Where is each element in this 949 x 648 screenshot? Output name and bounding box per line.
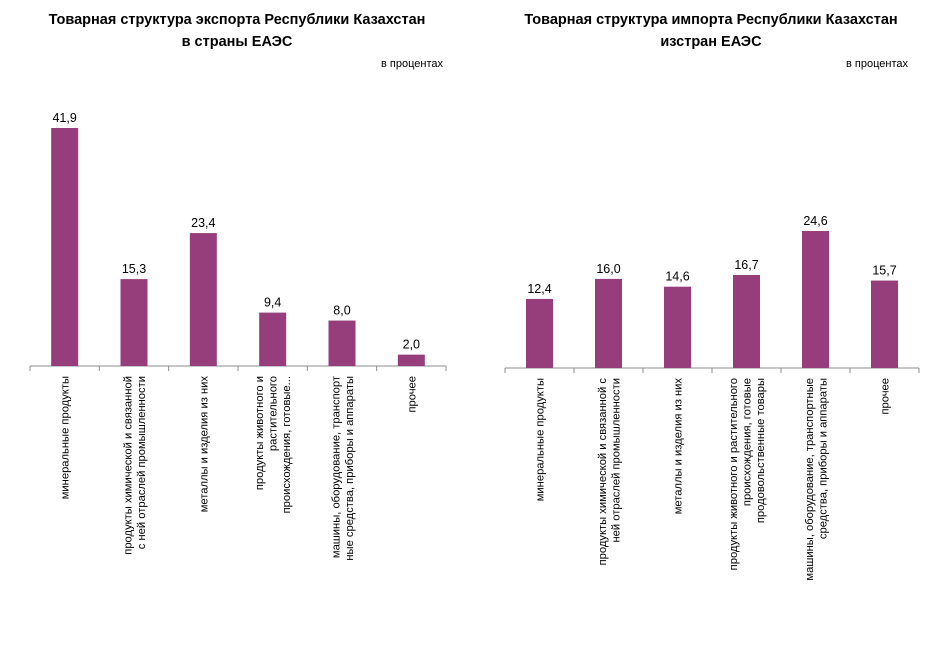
bar-value-label: 15,3 <box>122 262 146 276</box>
bar <box>664 286 691 368</box>
chart-title-line-2: изстран ЕАЭС <box>660 34 762 50</box>
chart-title-line-1: Товарная структура экспорта Республики К… <box>48 12 426 28</box>
chart-title: Товарная структура импорта Республики Ка… <box>474 9 948 53</box>
bar <box>328 320 356 366</box>
category-label-line: продукты химической и связанной <box>122 376 134 555</box>
bar-value-label: 24,6 <box>803 214 827 228</box>
bar-value-label: 8,0 <box>333 304 350 318</box>
bar <box>51 128 79 366</box>
export-chart-panel: Товарная структура экспорта Республики К… <box>0 0 474 648</box>
bar <box>733 274 760 368</box>
bar <box>397 354 425 366</box>
bar <box>871 280 898 368</box>
unit-label: в процентах <box>846 58 908 70</box>
bar-value-label: 15,7 <box>872 264 896 278</box>
category-label-line: ные средства, приборы и аппараты <box>344 376 356 561</box>
export-bar-chart: 41,9 минеральные продукты 15,3 продукты хим… <box>29 111 447 561</box>
category-label-line: минеральные продукты <box>60 376 72 499</box>
category-label-line: ней отраслей промышленности <box>610 378 622 543</box>
category-label: прочее <box>880 378 892 415</box>
import-bar-chart: 12,4 минеральные продукты 16,0 продукты хим… <box>504 214 920 581</box>
category-label-line: металлы и изделия из них <box>673 378 685 515</box>
bar <box>189 233 217 366</box>
unit-label: в процентах <box>381 58 443 70</box>
category-label-line: машины, оборудование, транспорт <box>330 376 342 558</box>
bar <box>526 298 553 368</box>
chart-title: Товарная структура экспорта Республики К… <box>0 9 474 53</box>
bar-value-label: 16,7 <box>734 258 758 272</box>
category-label-line: средства, приборы и аппараты <box>817 378 829 539</box>
bar <box>802 231 829 368</box>
bar <box>595 278 622 368</box>
category-label-line: прочее <box>406 376 418 413</box>
bar-value-label: 2,0 <box>403 338 420 352</box>
category-label: металлы и изделия из них <box>673 378 685 515</box>
category-label: продукты животного и растительного происх… <box>728 378 767 570</box>
bar-value-label: 12,4 <box>527 282 551 296</box>
import-chart-panel: Товарная структура импорта Республики Ка… <box>474 0 948 648</box>
category-label: металлы и изделия из них <box>198 376 210 513</box>
chart-title-line-2: в страны ЕАЭС <box>181 34 293 50</box>
category-label: минеральные продукты <box>60 376 72 499</box>
chart-title-line-1: Товарная структура импорта Республики Ка… <box>524 12 898 28</box>
category-label: продукты химической и связанной с ней отр… <box>122 376 148 555</box>
category-label: продукты животного и растительного происхо… <box>254 376 293 513</box>
category-label: продукты химической и связанной с ней отр… <box>597 378 623 566</box>
category-label: машины, оборудование, транспортные средст… <box>804 378 830 581</box>
category-label: прочее <box>406 376 418 413</box>
category-label-line: растительного <box>268 376 280 451</box>
bar-value-label: 23,4 <box>191 216 215 230</box>
category-label-line: продукты животного и растительного <box>728 378 740 570</box>
category-label: минеральные продукты <box>535 378 547 501</box>
category-label-line: продукты химической и связанной с <box>597 378 609 566</box>
category-label-line: прочее <box>880 378 892 415</box>
category-label-line: с ней отраслей промышленности <box>136 376 148 549</box>
category-label-line: минеральные продукты <box>535 378 547 501</box>
bar <box>259 312 287 366</box>
bar-value-label: 16,0 <box>596 262 620 276</box>
category-label-line: происхождения, готовые <box>742 378 754 506</box>
bar-value-label: 14,6 <box>665 270 689 284</box>
bar <box>120 279 148 366</box>
category-label-line: происхождения, готовые... <box>281 376 293 513</box>
category-label-line: продовольственные товары <box>755 378 767 523</box>
category-label: машины, оборудование, транспорт ные средс… <box>330 376 356 561</box>
bar-value-label: 41,9 <box>52 111 76 125</box>
bar-value-label: 9,4 <box>264 296 281 310</box>
category-label-line: металлы и изделия из них <box>198 376 210 513</box>
category-label-line: продукты животного и <box>254 376 266 490</box>
category-label-line: машины, оборудование, транспортные <box>804 378 816 581</box>
